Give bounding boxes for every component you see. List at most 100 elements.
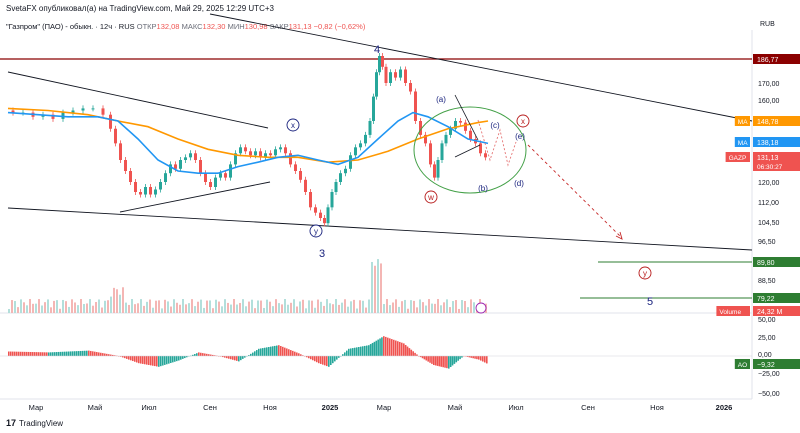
candle-body [394,72,397,78]
ao-bar [278,345,280,356]
ao-bar [318,356,320,364]
candle-body [179,160,182,169]
volume-bar [92,305,94,313]
volume-bar [251,299,253,313]
ao-bar [385,336,387,356]
ao-bar [433,356,435,365]
ao-bar [236,356,238,361]
ao-bar [352,348,354,356]
ao-bar [182,356,184,359]
y-tick-label: 104,50 [758,220,780,227]
ao-bar [389,338,391,356]
ao-bar [64,351,66,356]
ao-bar [194,354,196,356]
ao-bar [44,352,46,356]
candle-body [224,173,227,178]
price-label-value: 131,13 [757,155,779,162]
volume-bar [440,305,442,313]
volume-bar [347,306,349,313]
candle-body [149,187,152,195]
volume-bar [338,304,340,313]
volume-bar [134,304,136,313]
volume-bar [302,299,304,313]
volume-bar [323,305,325,313]
ao-bar [330,356,332,365]
ao-bar [364,345,366,356]
ao-tick-label: 0,00 [758,352,772,359]
ao-bar [334,356,336,362]
wave-label: x [291,121,295,130]
candle-body [234,153,237,165]
ao-bar [482,356,484,362]
volume-bar [224,299,226,313]
candle-body [254,151,257,156]
volume-bar [473,302,475,313]
price-label-name: AO [738,362,747,369]
ao-bar [401,342,403,356]
volume-bar [86,303,88,313]
volume-bar [230,304,232,313]
publisher-header: SvetaFX опубликовал(а) на TradingView.co… [6,4,274,13]
y-tick-label: 88,50 [758,278,776,285]
ao-bar [120,356,122,357]
ao-bar [46,352,48,356]
volume-bar [14,301,16,313]
triangle-projection [477,119,517,167]
low-label: МИН [227,22,245,31]
ao-bar [395,340,397,356]
ao-bar [70,351,72,356]
volume-bar [218,301,220,313]
price-label-name: MA [738,140,748,147]
candle-body [309,192,312,208]
x-tick-label: 2025 [322,403,339,412]
ao-bar [425,356,428,361]
candle-body [129,171,132,182]
x-tick-label: Мар [377,403,392,412]
volume-bar [185,304,187,313]
ao-bar [156,356,158,367]
candle-body [368,121,372,135]
volume-bar [287,304,289,313]
ao-bar [170,356,172,364]
wave-label: y [643,269,647,278]
candle-body [101,108,105,115]
ao-bar [30,351,32,356]
volume-bar [413,300,415,313]
volume-bar [38,299,40,313]
ao-bar [234,356,236,361]
x-tick-label: Май [448,403,463,412]
ao-bar [114,355,116,356]
price-label-value: −9,32 [757,362,775,369]
tradingview-logo[interactable]: 17 TradingView [6,418,63,428]
volume-bar [305,308,307,313]
ao-bar [440,356,443,367]
volume-bar [26,305,28,313]
ao-bar [126,356,128,359]
candle-body [109,114,112,129]
ao-bar [294,351,296,356]
ao-bar [176,356,178,362]
candle-body [330,192,334,208]
ao-bar [387,337,389,356]
volume-bar [209,300,211,313]
ao-bar [280,346,282,356]
volume-bar [116,289,118,313]
ao-bar [366,345,368,356]
ao-bar [434,356,437,366]
ao-bar [282,346,284,356]
ao-bar [214,355,216,356]
ao-bar [136,356,138,363]
ao-bar [174,356,176,362]
ao-bar [160,356,162,367]
volume-bar [446,299,448,313]
candle-body [404,69,407,83]
ao-bar [140,356,142,364]
volume-bar [374,265,376,313]
volume-bar [41,305,43,313]
ao-bar [342,354,344,356]
ao-bar [138,356,140,364]
volume-bar [71,299,73,313]
ao-bar [354,347,356,356]
open-label: ОТКР [136,22,157,31]
